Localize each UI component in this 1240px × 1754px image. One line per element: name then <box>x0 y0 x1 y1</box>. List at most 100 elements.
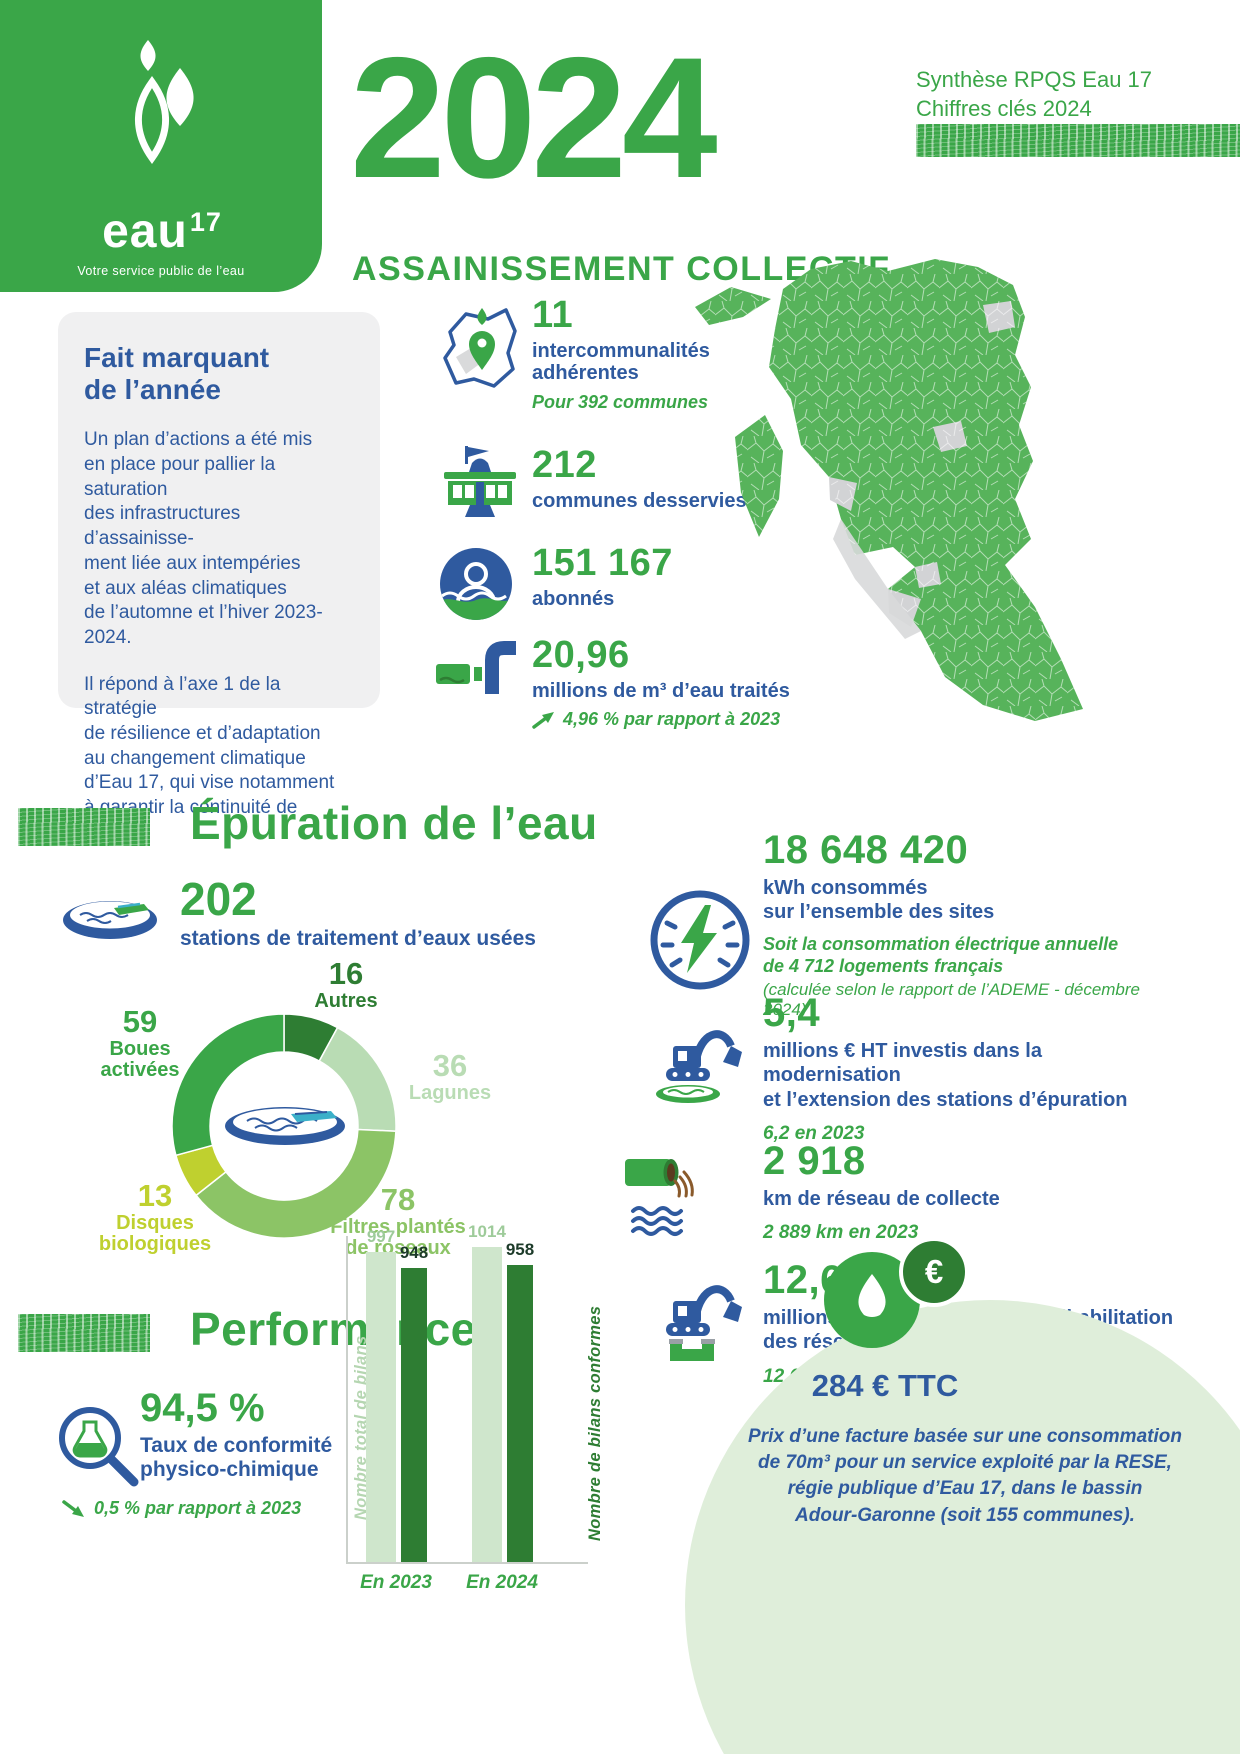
stat-note: 4,96 % par rapport à 2023 <box>563 709 781 730</box>
category-label-2024: En 2024 <box>466 1572 538 1593</box>
up-arrow-icon <box>532 711 554 729</box>
bilans-bar-chart: 997 948 1014 958 <box>346 1222 588 1564</box>
axis-label-total-bilans: Nombre total de bilans <box>352 1335 370 1521</box>
stat-invest-stations: 5,4 millions € HT investis dans la moder… <box>625 993 1175 1145</box>
highlight-paragraph-2: Il répond à l’axe 1 de la stratégie de r… <box>84 673 335 843</box>
highlight-paragraph-1: Un plan d’actions a été mis en place pou… <box>84 429 323 648</box>
stat-intercommunalites: 11 intercommunalités adhérentes Pour 392… <box>436 296 996 413</box>
stat-label: communes desservies <box>532 490 747 512</box>
stat-conformite: 94,5 % Taux de conformité physico-chimiq… <box>52 1386 372 1536</box>
donut-value: 59 <box>122 1004 158 1039</box>
euro-symbol: € <box>924 1253 944 1290</box>
stat-value: 20,96 <box>532 634 630 676</box>
bar-Nombre de bilans conformes-En 2024 <box>507 1265 533 1562</box>
donut-label-lagunes: 36 Lagunes <box>398 1050 502 1104</box>
donut-label-boues: 59 Boues activées <box>78 1006 202 1081</box>
logo-number: 17 <box>189 207 222 237</box>
stat-value: 212 <box>532 444 597 486</box>
stations-value: 202 <box>180 873 257 925</box>
eau17-logo-block: eau17 Votre service public de l’eau <box>0 0 322 292</box>
bar-Nombre de bilans conformes-En 2023 <box>401 1268 427 1562</box>
stat-value: 18 648 420 <box>763 828 969 872</box>
header-brush-bar <box>916 124 1240 157</box>
water-drops-icon <box>135 40 194 165</box>
stat-label: millions € HT investis dans la modernisa… <box>763 1040 1128 1111</box>
logo-tagline: Votre service public de l’eau <box>77 264 245 278</box>
stat-reseau: 2 918 km de réseau de collecte 2 889 km … <box>625 1141 1175 1244</box>
stat-value: 2 918 <box>763 1139 866 1183</box>
section-brush-performance <box>18 1314 150 1352</box>
basin-icon <box>63 901 157 939</box>
stat-note-source: (calculée selon le rapport de l’ADEME - … <box>763 979 1141 1019</box>
stat-value: 5,4 <box>763 991 821 1035</box>
section-brush-epuration <box>18 808 150 846</box>
donut-value: 13 <box>137 1178 173 1213</box>
bar-value-label: 948 <box>399 1243 429 1262</box>
donut-value: 78 <box>380 1182 416 1217</box>
stations-label: stations de traitement d’eaux usées <box>180 927 536 950</box>
magnifier-flask-icon <box>59 1407 139 1487</box>
stat-eau-traitee: 20,96 millions de m³ d’eau traités 4,96 … <box>436 636 996 730</box>
town-hall-icon <box>444 446 516 517</box>
conformity-value: 94,5 % <box>140 1386 265 1430</box>
donut-name: Lagunes <box>408 1082 492 1104</box>
conformity-label: Taux de conformité physico-chimique <box>140 1434 333 1481</box>
stat-label: abonnés <box>532 588 615 610</box>
charente-maritime-map <box>695 259 1083 721</box>
stat-value: 151 167 <box>532 542 673 584</box>
donut-slice-Boues activées <box>171 1013 285 1157</box>
bar-Nombre total de bilans-En 2024 <box>472 1247 502 1562</box>
stat-stations: 202 stations de traitement d’eaux usées <box>60 876 620 951</box>
stat-note: Soit la consommation électrique annuelle… <box>763 933 1119 977</box>
stat-label: intercommunalités adhérentes <box>532 340 710 385</box>
stat-label: kWh consommés sur l’ensemble des sites <box>763 877 995 924</box>
donut-label-filtres: 78 Filtres plantés de roseaux <box>328 1184 468 1259</box>
gauge-icon <box>650 890 750 990</box>
stat-label: millions de m³ d’eau traités <box>532 680 790 702</box>
stat-note: Pour 392 communes <box>532 391 709 412</box>
stat-communes: 212 communes desservies <box>436 444 996 517</box>
down-arrow-icon <box>62 1499 84 1517</box>
report-subtitle: Synthèse RPQS Eau 17 Chiffres clés 2024 <box>916 66 1152 123</box>
stations-donut-chart <box>171 1013 397 1239</box>
subscriber-icon <box>440 548 512 620</box>
logo-brand: eau <box>102 205 188 258</box>
water-pipe-icon <box>436 641 516 694</box>
invoice-amount: 284 € TTC <box>811 1368 959 1403</box>
category-label-2023: En 2023 <box>360 1572 432 1593</box>
stat-value: 11 <box>532 294 574 336</box>
year-headline: 2024 <box>350 22 718 214</box>
highlight-box: Fait marquant de l’année Un plan d’actio… <box>58 312 380 843</box>
donut-name: Disques biologiques <box>98 1212 212 1255</box>
euro-badge: € <box>899 1237 969 1307</box>
excavator-icon <box>656 1030 742 1103</box>
highlight-title: Fait marquant de l’année <box>84 342 270 406</box>
basin-icon <box>225 1107 345 1145</box>
axis-label-bilans-conformes: Nombre de bilans conformes <box>586 1305 604 1541</box>
subtitle-line-2: Chiffres clés 2024 <box>916 95 1092 121</box>
section-title-performance: Performance <box>190 1303 477 1355</box>
donut-value: 36 <box>432 1048 468 1083</box>
logo-wordmark: eau17 <box>0 208 322 256</box>
donut-slice-Filtres plantés de roseaux <box>195 1128 397 1239</box>
donut-label-autres: 16 Autres <box>298 958 394 1012</box>
invoice-description: Prix d’une facture basée sur une consomm… <box>748 1426 1182 1526</box>
donut-name: Autres <box>314 990 378 1012</box>
stat-abonnes: 151 167 abonnés <box>436 542 996 620</box>
conformity-note: 0,5 % par rapport à 2023 <box>94 1498 302 1518</box>
outfall-pipe-icon <box>625 1159 694 1236</box>
bar-Nombre total de bilans-En 2023 <box>366 1252 396 1562</box>
bar-value-label: 997 <box>366 1227 396 1246</box>
donut-label-disques: 13 Disques biologiques <box>92 1180 218 1255</box>
donut-name: Boues activées <box>100 1038 180 1081</box>
stat-label: km de réseau de collecte <box>763 1188 1000 1210</box>
bar-value-label: 1014 <box>468 1222 506 1241</box>
stat-note: 2 889 km en 2023 <box>763 1222 919 1244</box>
subtitle-line-1: Synthèse RPQS Eau 17 <box>916 67 1153 92</box>
bar-value-label: 958 <box>505 1240 535 1259</box>
map-pin-icon <box>443 308 517 388</box>
excavator-pipe-icon <box>666 1285 742 1361</box>
section-title-epuration: Épuration de l’eau <box>190 797 598 849</box>
donut-value: 16 <box>328 956 364 991</box>
